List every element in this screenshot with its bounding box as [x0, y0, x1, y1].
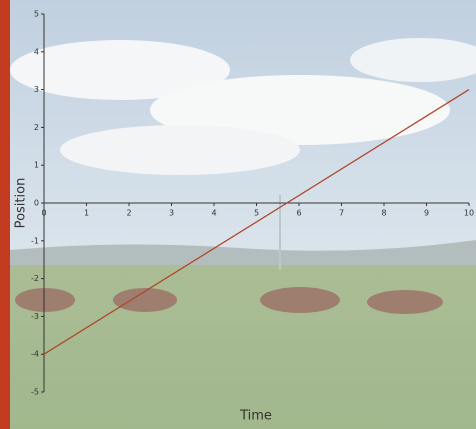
y-tick-label: -1	[31, 236, 39, 245]
x-tick-label: 9	[424, 209, 429, 218]
x-tick-label: 8	[381, 209, 386, 218]
x-axis-title: Time	[239, 409, 272, 424]
y-tick-label: -3	[31, 312, 39, 321]
x-tick-label: 6	[296, 209, 301, 218]
y-tick-label: 0	[34, 199, 39, 208]
x-tick-label: 3	[169, 209, 174, 218]
y-tick-label: 4	[34, 47, 39, 56]
x-tick-label: 5	[254, 209, 259, 218]
x-tick-label: 2	[126, 209, 131, 218]
y-tick-label: -4	[31, 350, 39, 359]
x-tick-label: 1	[84, 209, 89, 218]
x-tick-label: 0	[41, 209, 46, 218]
x-tick-label: 4	[211, 209, 216, 218]
y-tick-label: -2	[31, 274, 39, 283]
y-tick-label: 3	[34, 85, 39, 94]
y-tick-label: -5	[31, 388, 39, 397]
y-tick-label: 5	[34, 10, 39, 19]
y-tick-label: 2	[34, 123, 39, 132]
y-axis-title: Position	[14, 178, 29, 229]
data-line	[43, 89, 470, 355]
x-tick-label: 10	[464, 209, 474, 218]
x-tick-label: 7	[339, 209, 344, 218]
y-tick-label: 1	[34, 161, 39, 170]
